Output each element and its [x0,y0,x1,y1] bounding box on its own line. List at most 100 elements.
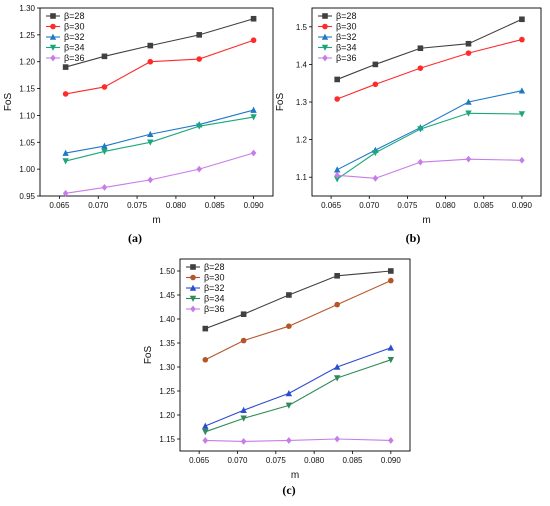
chart-panel-c: 0.065 0.070 0.075 0.080 0.085 0.090 1.15 1.20 1.… [143,258,411,497]
x-tick-label: 0.075 [266,456,287,465]
data-point-β=36 [286,437,292,444]
series-line-β=32 [205,347,392,427]
data-point-β=30 [334,96,340,102]
data-point-β=32 [240,406,247,413]
legend-marker [49,44,57,51]
data-point-β=34 [250,114,257,121]
x-tick-label: 0.070 [227,456,248,465]
y-tick-label: 0.95 [19,192,35,201]
data-point-β=28 [388,268,394,274]
x-tick-label: 0.075 [127,201,148,210]
data-point-β=36 [240,438,247,445]
legend-entry: β=32 [64,32,84,42]
data-point-β=28 [372,61,379,68]
data-point-β=28 [62,64,69,70]
panel-caption: (b) [406,231,421,245]
data-point-β=36 [62,189,69,197]
series-line-β=36 [205,438,391,442]
y-tick-label: 1.05 [19,138,35,147]
data-point-β=32 [101,142,108,149]
legend-entry: β=32 [204,283,224,293]
plot-frame [39,7,274,197]
data-point-β=30 [334,301,340,308]
series-line-β=36 [337,158,522,179]
series-line-β=30 [336,39,523,100]
data-point-β=36 [147,176,154,184]
data-point-β=28 [286,292,292,298]
data-point-β=28 [250,15,257,22]
series-line-β=28 [336,18,523,80]
data-point-β=36 [202,437,209,444]
data-point-β=36 [372,174,379,182]
y-tick-label: 1.40 [159,315,175,324]
y-axis-label: FoS [275,93,286,112]
y-axis-label: FoS [143,346,154,365]
legend-entry: β=30 [204,273,224,283]
y-tick-label: 1.5 [296,23,308,32]
data-point-β=30 [101,84,108,90]
y-tick-label: 1.20 [159,411,175,420]
data-point-β=32 [62,149,69,156]
data-point-β=28 [334,76,340,83]
data-point-β=30 [240,337,247,344]
y-tick-label: 1.45 [159,291,175,300]
data-point-β=32 [333,363,341,370]
data-point-β=30 [202,357,209,363]
legend-marker [321,33,329,40]
legend-marker [50,13,56,19]
series-line-β=32 [336,90,523,171]
data-point-β=34 [417,126,424,133]
data-point-β=34 [333,176,341,183]
legend-entry: β=30 [336,22,356,32]
data-point-β=28 [519,16,525,23]
x-tick-label: 0.085 [474,201,495,210]
legend-marker [190,264,196,270]
y-tick-label: 1.25 [159,387,175,396]
x-tick-label: 0.075 [397,201,418,210]
data-point-β=30 [286,323,292,330]
data-point-β=36 [388,437,394,444]
data-point-β=30 [519,36,525,43]
data-point-β=34 [518,111,526,118]
series-line-β=28 [65,18,254,68]
series-line-β=32 [65,109,254,154]
data-point-β=28 [202,325,209,332]
data-point-β=32 [387,344,395,351]
data-point-β=36 [334,171,340,179]
data-point-β=30 [465,50,472,56]
series-line-β=34 [205,359,392,433]
data-point-β=36 [417,158,424,166]
series-line-β=30 [65,39,254,95]
series-line-β=34 [65,116,254,162]
data-point-β=34 [147,139,154,146]
y-tick-label: 1.20 [19,58,35,67]
data-point-β=28 [417,45,424,52]
x-axis-label: m [291,470,299,481]
data-point-β=32 [285,390,293,397]
chart-panel-a: 0.065 0.070 0.075 0.080 0.085 0.090 0.95 1.00 1.… [3,4,274,245]
data-point-β=36 [334,435,340,443]
y-tick-label: 1.10 [19,111,35,120]
x-tick-label: 0.065 [321,201,342,210]
x-tick-label: 0.070 [359,201,380,210]
legend-marker [49,33,57,40]
legend-marker [189,284,197,291]
x-tick-label: 0.080 [304,456,325,465]
legend-marker [322,13,328,19]
data-point-β=34 [387,357,395,364]
y-tick-label: 1.15 [19,85,35,94]
data-point-β=36 [196,165,203,173]
x-tick-label: 0.090 [381,456,402,465]
x-tick-label: 0.080 [436,201,457,210]
data-point-β=32 [147,130,154,138]
data-point-β=28 [240,311,247,317]
x-tick-label: 0.090 [512,201,533,210]
data-point-β=34 [196,123,203,130]
data-point-β=30 [417,65,424,71]
data-point-β=34 [240,415,247,422]
data-point-β=30 [147,58,154,65]
x-tick-label: 0.085 [205,201,226,210]
data-point-β=34 [465,110,472,117]
legend-marker [190,274,196,281]
